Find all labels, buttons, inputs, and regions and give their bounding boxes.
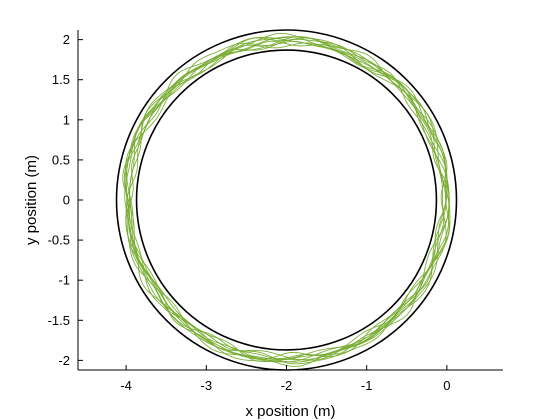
inner-boundary-circle <box>135 49 438 351</box>
x-tick-label: -4 <box>120 378 132 393</box>
y-tick-label: -1 <box>58 273 70 288</box>
trajectory-layer <box>122 32 451 367</box>
y-tick-label: 1 <box>63 112 70 127</box>
y-tick-label: 1.5 <box>52 72 70 87</box>
y-ticks: -2 -1.5 -1 -0.5 0 0.5 1 1.5 2 <box>48 32 83 368</box>
x-axis-label: x position (m) <box>245 403 335 420</box>
trajectory-loop <box>126 40 447 360</box>
y-tick-label: 2 <box>63 32 70 47</box>
x-tick-label: 0 <box>443 378 450 393</box>
y-tick-label: -1.5 <box>48 313 70 328</box>
y-tick-label: 0 <box>63 193 70 208</box>
x-ticks: -4 -3 -2 -1 0 <box>120 365 450 393</box>
y-axis-label: y position (m) <box>23 155 40 245</box>
x-tick-label: -3 <box>201 378 213 393</box>
y-tick-label: -0.5 <box>48 233 70 248</box>
x-tick-label: -2 <box>281 378 293 393</box>
y-tick-label: -2 <box>58 353 70 368</box>
y-tick-label: 0.5 <box>52 152 70 167</box>
x-tick-label: -1 <box>361 378 373 393</box>
trajectory-loop <box>125 36 450 360</box>
